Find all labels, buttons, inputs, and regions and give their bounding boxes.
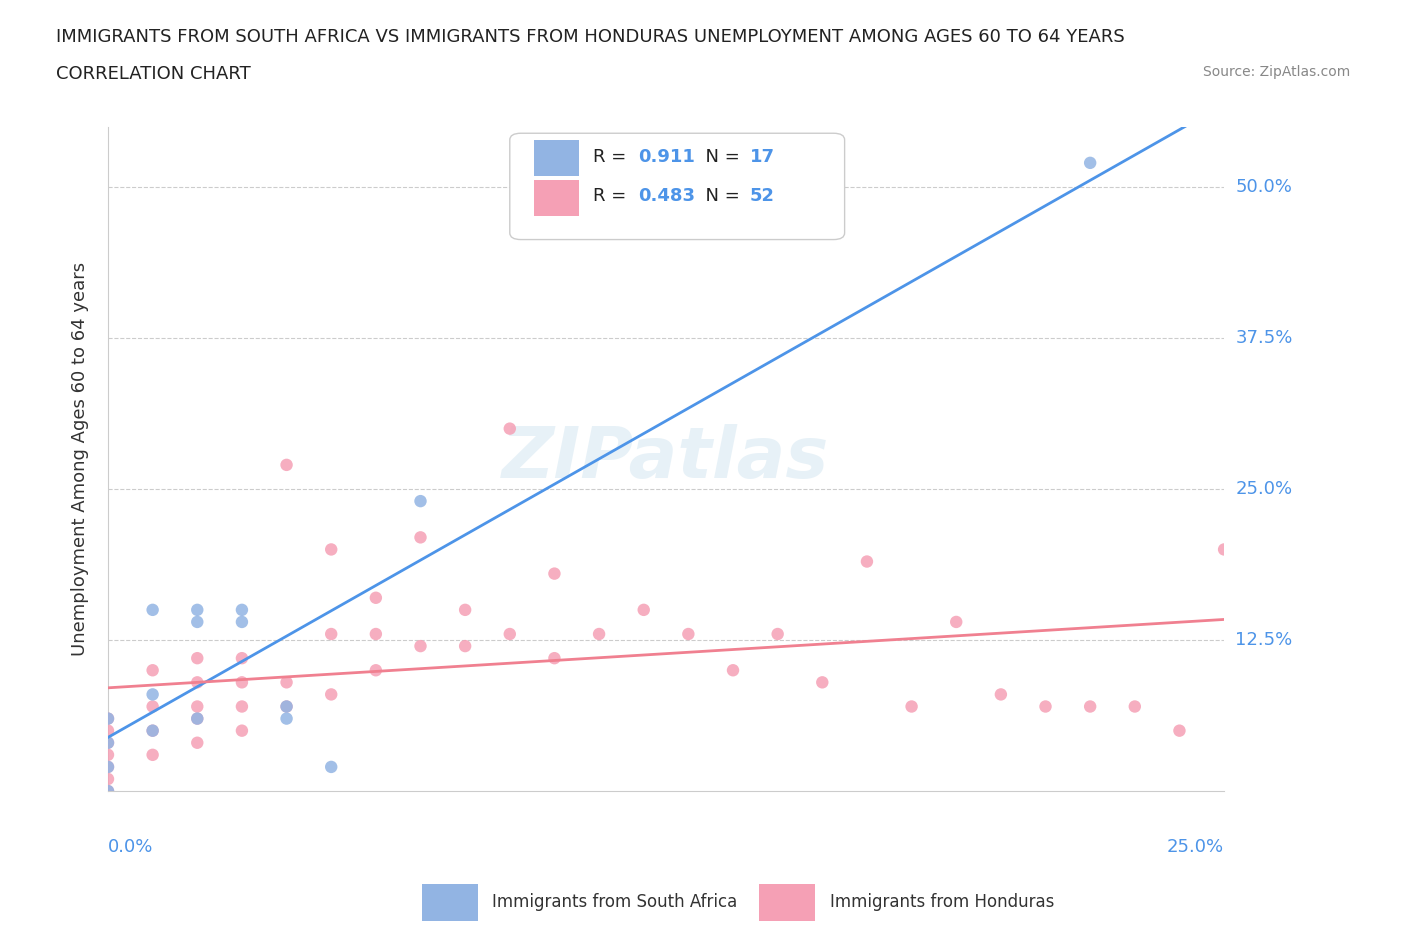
Point: [97, 760, 120, 775]
Point: [97, 760, 120, 775]
Text: 25.0%: 25.0%: [1167, 838, 1225, 856]
Text: 0.483: 0.483: [638, 187, 695, 206]
Point: [499, 627, 522, 642]
Point: [364, 591, 387, 605]
Point: [454, 639, 477, 654]
Point: [97, 784, 120, 799]
Point: [276, 458, 298, 472]
Point: [945, 615, 967, 630]
Point: [186, 675, 208, 690]
Point: [97, 736, 120, 751]
Point: [142, 687, 165, 702]
Text: ZIPatlas: ZIPatlas: [502, 424, 830, 493]
Point: [900, 699, 922, 714]
Text: R =: R =: [593, 148, 633, 166]
Point: [186, 711, 208, 726]
Point: [231, 651, 253, 666]
Point: [499, 421, 522, 436]
Text: IMMIGRANTS FROM SOUTH AFRICA VS IMMIGRANTS FROM HONDURAS UNEMPLOYMENT AMONG AGES: IMMIGRANTS FROM SOUTH AFRICA VS IMMIGRAN…: [56, 28, 1125, 46]
Point: [231, 675, 253, 690]
Text: 52: 52: [749, 187, 775, 206]
Point: [186, 711, 208, 726]
Point: [276, 711, 298, 726]
Text: 0.911: 0.911: [638, 148, 695, 166]
Point: [321, 542, 343, 557]
Point: [321, 760, 343, 775]
Point: [186, 736, 208, 751]
Point: [97, 772, 120, 787]
Point: [97, 748, 120, 763]
Point: [97, 784, 120, 799]
Point: [276, 675, 298, 690]
Point: [97, 711, 120, 726]
Point: [231, 603, 253, 618]
Point: [990, 687, 1012, 702]
Point: [276, 699, 298, 714]
Text: 12.5%: 12.5%: [1236, 631, 1292, 649]
Point: [1123, 699, 1146, 714]
Point: [186, 603, 208, 618]
Point: [856, 554, 879, 569]
Text: CORRELATION CHART: CORRELATION CHART: [56, 65, 252, 83]
Point: [276, 699, 298, 714]
Point: [588, 627, 610, 642]
FancyBboxPatch shape: [510, 133, 845, 240]
Text: Immigrants from South Africa: Immigrants from South Africa: [492, 893, 737, 911]
Point: [409, 639, 432, 654]
Point: [97, 724, 120, 738]
Point: [1168, 724, 1191, 738]
Point: [186, 651, 208, 666]
Point: [97, 736, 120, 751]
Point: [543, 651, 565, 666]
Point: [321, 687, 343, 702]
Text: Source: ZipAtlas.com: Source: ZipAtlas.com: [1202, 65, 1350, 79]
Point: [409, 530, 432, 545]
FancyBboxPatch shape: [534, 179, 579, 217]
Point: [142, 699, 165, 714]
Point: [766, 627, 789, 642]
Text: 17: 17: [749, 148, 775, 166]
Point: [364, 663, 387, 678]
Text: Immigrants from Honduras: Immigrants from Honduras: [830, 893, 1054, 911]
Point: [186, 699, 208, 714]
Point: [231, 615, 253, 630]
Point: [142, 603, 165, 618]
Point: [1078, 155, 1101, 170]
Point: [231, 724, 253, 738]
Point: [1078, 699, 1101, 714]
Text: 37.5%: 37.5%: [1236, 329, 1292, 347]
Point: [633, 603, 655, 618]
Point: [721, 663, 744, 678]
FancyBboxPatch shape: [534, 140, 579, 177]
Point: [186, 615, 208, 630]
Point: [142, 748, 165, 763]
Point: [321, 627, 343, 642]
Text: R =: R =: [593, 187, 633, 206]
Point: [142, 724, 165, 738]
Point: [454, 603, 477, 618]
Text: 25.0%: 25.0%: [1236, 480, 1292, 498]
Point: [364, 627, 387, 642]
Point: [1035, 699, 1057, 714]
Point: [1213, 542, 1236, 557]
Point: [543, 566, 565, 581]
Point: [97, 711, 120, 726]
Y-axis label: Unemployment Among Ages 60 to 64 years: Unemployment Among Ages 60 to 64 years: [72, 261, 89, 656]
Text: N =: N =: [695, 148, 745, 166]
Point: [142, 724, 165, 738]
Point: [231, 699, 253, 714]
Text: 0.0%: 0.0%: [108, 838, 153, 856]
Point: [409, 494, 432, 509]
Point: [142, 663, 165, 678]
Point: [811, 675, 834, 690]
Text: N =: N =: [695, 187, 745, 206]
Point: [678, 627, 700, 642]
Text: 50.0%: 50.0%: [1236, 178, 1292, 196]
